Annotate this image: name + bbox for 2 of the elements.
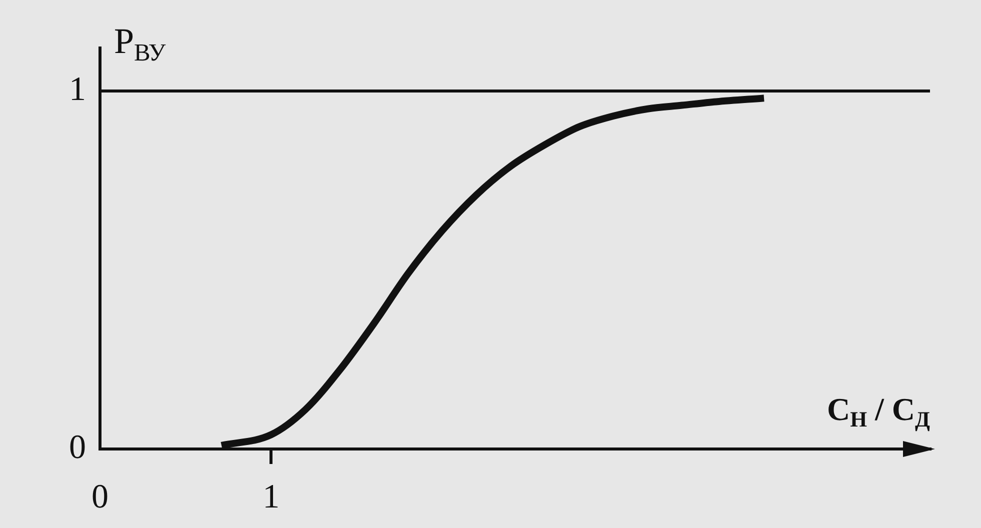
y-axis-title: P$_{ВУ}$	[114, 20, 166, 68]
x-axis-title: C$_{Н}$ / C$_{Д}$	[827, 390, 930, 433]
